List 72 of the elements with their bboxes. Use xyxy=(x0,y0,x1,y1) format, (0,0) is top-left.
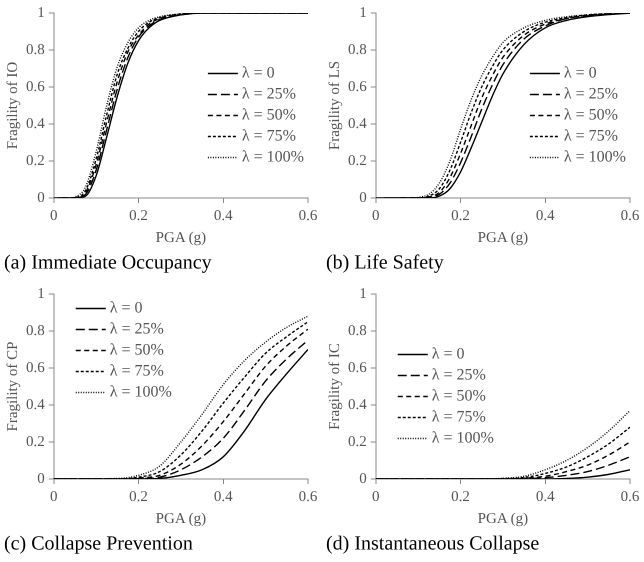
y-tick-label: 0 xyxy=(359,190,367,206)
x-tick-label: 0.2 xyxy=(451,208,470,224)
y-tick-label: 0.4 xyxy=(26,116,46,132)
y-tick-label: 0 xyxy=(37,470,45,487)
y-tick-label: 0.4 xyxy=(348,116,368,132)
x-axis-title: PGA (g) xyxy=(156,510,206,527)
legend-label: λ = 50% xyxy=(564,106,618,124)
legend-label: λ = 0 xyxy=(564,64,597,82)
legend-label: λ = 75% xyxy=(432,408,486,426)
y-axis-title: Fragility of IO xyxy=(4,62,21,150)
y-axis-title: Fragility of LS xyxy=(326,60,343,150)
y-tick-label: 0.8 xyxy=(26,42,45,58)
text: (d) Instantaneous Collapse xyxy=(326,532,540,554)
text: (c) Collapse Prevention xyxy=(4,532,193,554)
y-tick-label: 0.6 xyxy=(26,360,46,376)
y-tick-label: 0.6 xyxy=(26,78,46,95)
y-tick-label: 1 xyxy=(37,4,45,21)
x-tick-label: 0.6 xyxy=(298,208,318,224)
y-tick-label: 0.2 xyxy=(26,152,45,169)
legend-label: λ = 25% xyxy=(110,320,164,338)
y-tick-label: 0 xyxy=(37,190,45,206)
legend-label: λ = 100% xyxy=(432,430,494,447)
x-tick-label: 0.4 xyxy=(536,488,556,505)
y-tick-label: 0.6 xyxy=(348,360,368,376)
legend-label: λ = 50% xyxy=(242,106,296,124)
y-tick-label: 0.4 xyxy=(26,396,46,413)
legend-label: λ = 25% xyxy=(242,86,296,103)
x-axis-title: PGA (g) xyxy=(478,230,528,246)
legend-label: λ = 100% xyxy=(110,384,172,401)
legend-label: λ = 25% xyxy=(564,86,618,103)
y-tick-label: 1 xyxy=(359,286,367,302)
legend-label: λ = 100% xyxy=(242,148,304,166)
y-tick-label: 0 xyxy=(359,470,367,487)
x-tick-label: 0 xyxy=(50,208,58,224)
y-tick-label: 0.8 xyxy=(348,42,367,58)
legend-label: λ = 75% xyxy=(110,362,164,380)
text: (b) Life Safety xyxy=(326,251,444,274)
y-tick-label: 0.2 xyxy=(348,152,367,169)
legend-label: λ = 0 xyxy=(110,300,143,317)
x-tick-label: 0 xyxy=(50,488,58,505)
y-tick-label: 0.2 xyxy=(26,434,45,450)
x-tick-label: 0.4 xyxy=(214,488,234,505)
y-tick-label: 1 xyxy=(359,4,367,21)
x-tick-label: 0.4 xyxy=(214,208,234,224)
x-tick-label: 0.6 xyxy=(298,488,318,505)
legend-label: λ = 75% xyxy=(242,128,296,145)
x-tick-label: 0.4 xyxy=(536,208,556,224)
legend-label: λ = 100% xyxy=(564,148,626,166)
x-tick-label: 0.2 xyxy=(451,488,470,505)
x-tick-label: 0.2 xyxy=(129,488,148,505)
x-axis-title: PGA (g) xyxy=(156,230,206,246)
y-axis-title: Fragility of IC xyxy=(326,343,343,430)
y-tick-label: 1 xyxy=(37,286,45,302)
x-tick-label: 0 xyxy=(372,488,380,505)
y-tick-label: 0.4 xyxy=(348,396,368,413)
y-tick-label: 0.8 xyxy=(26,322,45,339)
y-tick-label: 0.8 xyxy=(348,322,367,339)
y-tick-label: 0.2 xyxy=(348,434,367,450)
x-tick-label: 0.6 xyxy=(620,488,640,505)
legend-label: λ = 50% xyxy=(110,342,164,359)
y-axis-title: Fragility of CP xyxy=(4,341,21,432)
legend-label: λ = 50% xyxy=(432,388,486,405)
x-tick-label: 0.2 xyxy=(129,208,148,224)
x-axis-title: PGA (g) xyxy=(478,510,528,527)
x-tick-label: 0 xyxy=(372,208,380,224)
legend-label: λ = 0 xyxy=(432,346,465,363)
x-tick-label: 0.6 xyxy=(620,208,640,224)
text: (a) Immediate Occupancy xyxy=(4,251,212,274)
legend-label: λ = 25% xyxy=(432,366,486,384)
legend-label: λ = 0 xyxy=(242,64,275,82)
y-tick-label: 0.6 xyxy=(348,78,368,95)
legend-label: λ = 75% xyxy=(564,128,618,145)
